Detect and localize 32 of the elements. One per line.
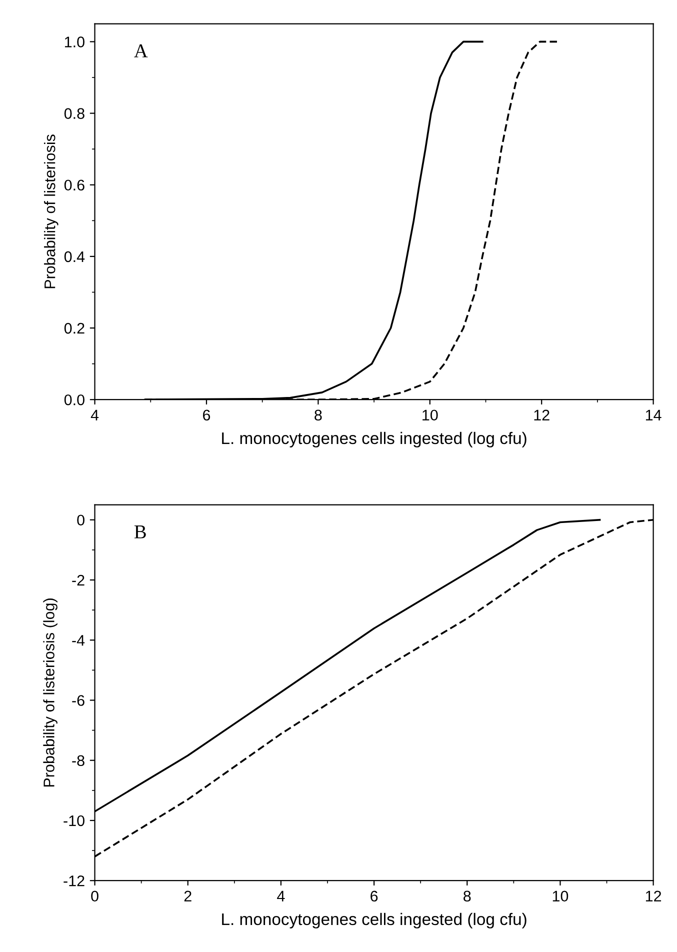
y-tick-label: -12 [64,875,84,886]
annotation: A [134,44,148,58]
y-axis-title: Probability of listeriosis [44,134,58,288]
x-tick-label: 4 [90,410,99,420]
y-axis-title: Probability of listeriosis (log) [43,598,58,787]
y-tick-label: -2 [72,574,84,586]
annotation: B [134,526,146,538]
y-tick-label: 0.8 [64,108,84,119]
x-tick-label: 6 [203,410,210,421]
y-tick-label: 0.6 [64,180,84,191]
x-tick-label: 6 [370,890,378,902]
y-tick-label: -6 [72,695,84,706]
y-tick-label: -10 [64,815,84,826]
x-tick-label: 10 [552,890,568,902]
y-tick-label: 0.4 [64,251,85,262]
x-tick-label: 8 [464,890,471,902]
x-tick-label: 8 [314,410,322,421]
x-axis-title: L. monocytogenes cells ingested (log cfu) [222,912,526,928]
x-tick-label: 14 [646,410,662,420]
y-tick-label: 1.0 [64,36,84,48]
x-tick-label: 10 [422,410,438,421]
y-tick-label: -8 [72,755,84,766]
y-tick-label: 0.2 [64,322,84,334]
x-tick-label: 4 [277,890,285,902]
x-tick-label: 12 [534,410,550,420]
x-tick-label: 12 [646,890,662,902]
x-axis-title: L. monocytogenes cells ingested (log cfu) [222,432,526,448]
y-tick-label: -4 [72,635,85,646]
x-tick-label: 0 [91,890,98,902]
x-tick-label: 2 [184,890,192,902]
y-tick-label: 0.0 [64,394,84,406]
y-tick-label: 0 [77,514,84,526]
